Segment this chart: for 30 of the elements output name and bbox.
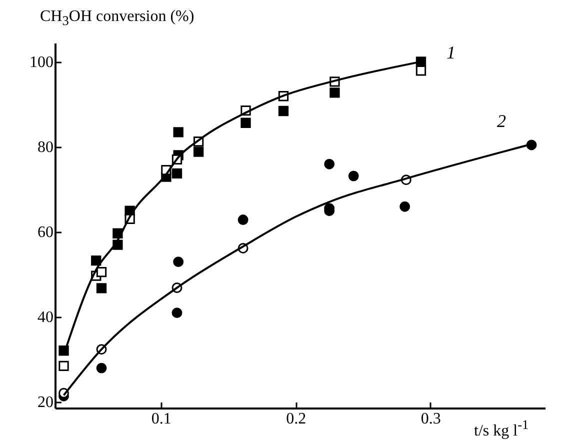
point — [96, 362, 107, 374]
point — [173, 256, 184, 268]
point — [172, 308, 182, 318]
point — [240, 118, 251, 128]
point — [324, 158, 335, 170]
point — [96, 283, 107, 294]
y-tick-label: 60 — [38, 224, 54, 242]
point — [238, 214, 248, 225]
series-label: 2 — [497, 111, 506, 132]
x-tick-label: 0.1 — [151, 410, 172, 428]
y-axis-title: CH$_{3}$OH conversion (%) — [40, 8, 194, 30]
x-tick-label: 0.3 — [420, 410, 441, 428]
point — [193, 146, 204, 157]
point — [172, 168, 182, 179]
point — [278, 106, 289, 116]
x-axis-title: t/s kg l$^{-1}$ — [474, 417, 529, 440]
point — [348, 170, 359, 182]
y-tick-label: 20 — [38, 394, 54, 412]
y-tick-label: 100 — [30, 54, 54, 72]
y-tick-label: 80 — [38, 139, 54, 156]
y-tick-label: 40 — [38, 309, 54, 326]
point — [173, 127, 184, 138]
point — [416, 66, 426, 76]
x-tick-label: 0.2 — [286, 410, 306, 428]
point — [58, 360, 69, 372]
point — [400, 201, 410, 212]
point — [91, 255, 102, 266]
point — [330, 88, 340, 98]
point — [96, 266, 107, 278]
series-label: 1 — [446, 42, 456, 63]
